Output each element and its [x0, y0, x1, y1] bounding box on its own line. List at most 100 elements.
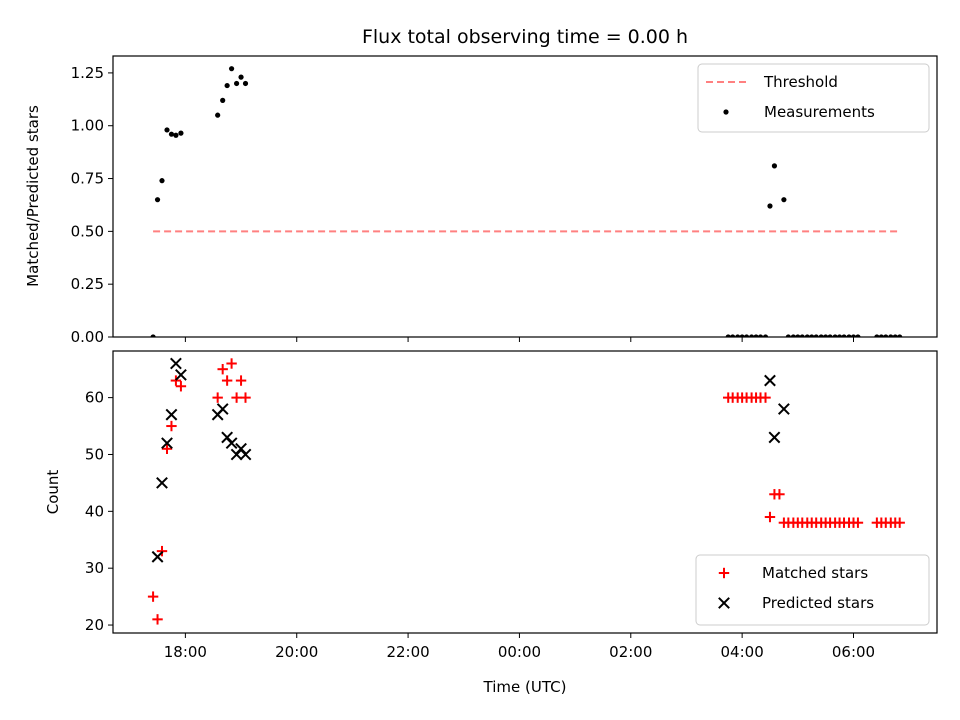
y-tick-label: 50	[85, 445, 104, 463]
legend: Matched stars Predicted stars	[695, 554, 930, 626]
axes-frame	[112, 55, 938, 338]
data-point	[832, 334, 838, 337]
y-tick-label: 1.25	[71, 64, 104, 82]
data-point	[874, 334, 880, 337]
legend-label: Measurements	[764, 103, 875, 121]
data-point	[749, 334, 755, 337]
data-point	[846, 334, 852, 337]
data-point	[231, 392, 242, 403]
data-point	[730, 334, 736, 337]
data-point	[883, 334, 889, 337]
data-point	[240, 392, 251, 403]
y-tick-label: 40	[85, 502, 104, 520]
top-y-axis-label: Matched/Predicted stars	[24, 105, 42, 287]
bottom-y-axis-label: Count	[44, 470, 62, 515]
data-point	[827, 334, 833, 337]
x-tick-label: 06:00	[832, 643, 875, 661]
plot-marks	[150, 66, 903, 337]
data-point	[809, 334, 815, 337]
data-point	[154, 197, 161, 203]
x-tick-label: 22:00	[386, 643, 429, 661]
data-point	[774, 489, 785, 500]
data-point	[156, 476, 168, 489]
data-point	[164, 127, 170, 133]
data-point	[159, 178, 165, 184]
legend-swatch-plus	[718, 567, 730, 579]
data-point	[850, 334, 857, 337]
data-point	[795, 334, 801, 337]
y-tick-label: 20	[85, 616, 104, 634]
y-tick-label: 0.75	[71, 170, 104, 188]
data-point	[151, 550, 164, 563]
data-point	[215, 112, 221, 118]
y-tick-label: 0.25	[71, 275, 104, 293]
data-point	[841, 334, 847, 337]
legend-label: Predicted stars	[762, 594, 874, 612]
data-point	[764, 374, 776, 387]
data-point	[799, 334, 805, 337]
data-point	[217, 363, 228, 375]
legend-swatch-x	[718, 597, 730, 609]
data-point	[757, 334, 764, 337]
data-point	[175, 368, 187, 381]
data-point	[235, 375, 247, 386]
data-point	[836, 334, 843, 337]
data-point	[735, 334, 741, 337]
data-point	[216, 403, 229, 415]
axes-frame	[112, 350, 938, 634]
legend-label: Matched stars	[762, 564, 868, 582]
data-point	[178, 130, 184, 136]
bottom-plot-area: 20 30 40 50 60 18:00 20:00 22:00 00:00 02:00 04:00…	[85, 350, 938, 661]
data-point	[242, 80, 249, 87]
data-point	[768, 431, 781, 444]
y-tick-label: 30	[85, 559, 104, 577]
data-point	[888, 334, 894, 337]
legend: Threshold Measurements	[697, 63, 930, 133]
data-point	[771, 163, 778, 169]
plot-marks	[147, 357, 905, 625]
data-point	[166, 420, 177, 432]
data-point	[224, 82, 230, 89]
x-tick-label: 02:00	[609, 643, 652, 661]
data-point	[150, 334, 156, 337]
data-point	[894, 517, 905, 528]
chart-title: Flux total observing time = 0.00 h	[362, 26, 688, 48]
data-point	[161, 443, 173, 454]
data-point	[220, 97, 226, 103]
data-point	[781, 197, 787, 203]
data-point	[897, 334, 903, 337]
legend-label: Threshold	[763, 73, 838, 91]
data-point	[892, 334, 898, 337]
data-point	[239, 448, 252, 461]
data-point	[238, 74, 244, 80]
legend-frame	[695, 554, 930, 626]
data-point	[225, 437, 238, 450]
data-point	[878, 334, 884, 337]
data-point	[753, 334, 759, 337]
data-point	[743, 334, 750, 337]
data-point	[226, 358, 237, 369]
data-point	[212, 392, 223, 403]
data-point	[725, 334, 731, 337]
data-point	[777, 403, 790, 415]
data-point	[228, 66, 235, 72]
data-point	[234, 80, 240, 87]
y-tick-label: 0.50	[71, 222, 104, 240]
y-tick-label: 1.00	[71, 117, 104, 135]
x-tick-label: 00:00	[498, 643, 541, 661]
x-tick-label: 20:00	[275, 643, 318, 661]
top-plot-area: 0.00 0.25 0.50 0.75 1.00 1.25 Threshold Measure…	[71, 55, 938, 346]
data-point	[739, 334, 745, 337]
data-point	[147, 591, 159, 602]
data-point	[764, 511, 776, 523]
data-point	[170, 375, 182, 386]
legend-swatch-dot	[723, 109, 729, 115]
data-point	[804, 334, 810, 337]
data-point	[762, 334, 769, 337]
data-point	[168, 131, 175, 137]
data-point	[852, 517, 864, 528]
data-point	[767, 203, 773, 209]
data-point	[823, 334, 829, 337]
data-point	[818, 334, 824, 337]
